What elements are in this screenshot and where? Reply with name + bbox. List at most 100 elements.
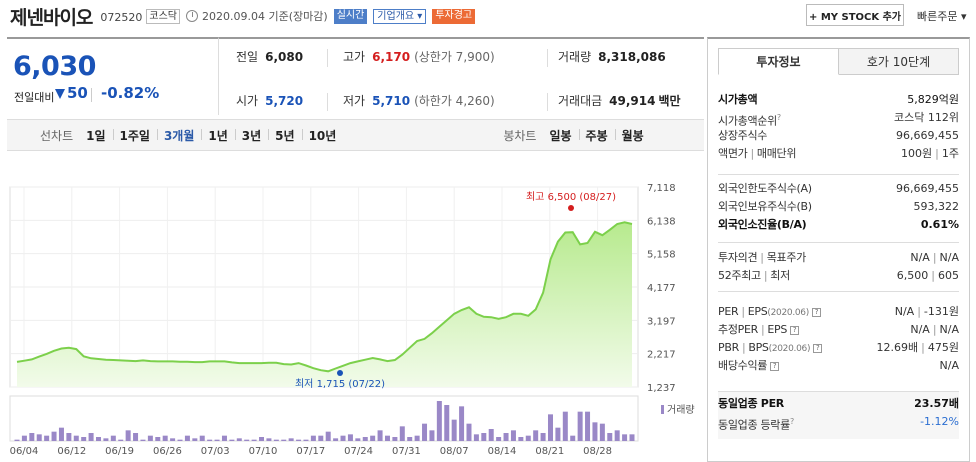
prev-day-label: 전일대비 <box>14 91 55 104</box>
volume-bar <box>229 439 235 441</box>
volume-bar <box>355 438 361 441</box>
volume-bar <box>555 427 561 441</box>
y-tick-label: 2,217 <box>647 350 676 361</box>
period-1w[interactable]: 1주일 <box>112 127 157 144</box>
volume-bar <box>547 414 553 441</box>
foreign-hold-value: 593,322 <box>913 200 960 213</box>
help-icon[interactable]: ? <box>813 343 823 353</box>
market-cap-value: 5,829억원 <box>907 93 959 106</box>
volume-bar <box>251 439 257 441</box>
pbr-bps-row: PBR | BPS(2020.06)? 12.69배 | 475원 <box>718 339 959 357</box>
volume-bar <box>473 434 479 441</box>
high-value: 6,170 <box>372 50 411 64</box>
tab-quote-10[interactable]: 호가 10단계 <box>839 48 959 75</box>
opinion-label: 투자의견 | 목표주가 <box>718 251 806 264</box>
date-text: 2020.09.04 기준(장마감) <box>202 10 328 23</box>
volume-bar <box>29 433 35 441</box>
volume-bar <box>214 439 220 441</box>
period-1y[interactable]: 1년 <box>201 127 234 144</box>
sector-section-bg <box>718 391 959 439</box>
sector-rate-value: -1.12% <box>920 415 959 428</box>
period-10y[interactable]: 10년 <box>301 127 344 144</box>
y-tick-label: 1,237 <box>647 383 676 394</box>
foreign-rate-row: 외국인소진율(B/A) 0.61% <box>718 216 959 234</box>
low-marker <box>337 370 343 376</box>
market-cap-rank-row: 시가총액순위? 코스닥 112위 <box>718 109 959 128</box>
price-chart: 7,118 6,138 5,158 4,177 3,197 2,217 1,237 최고 6,… <box>7 151 704 462</box>
volume-bar <box>562 411 568 441</box>
volume-legend-swatch <box>661 405 664 414</box>
x-tick-label: 07/03 <box>201 446 230 457</box>
low-label: 최저 1,715 (07/22) <box>295 378 385 390</box>
volume-bar <box>236 438 242 441</box>
x-tick-label: 06/12 <box>57 446 86 457</box>
period-5y[interactable]: 5년 <box>268 127 301 144</box>
divider <box>547 49 548 67</box>
volume-bar <box>303 439 309 441</box>
company-overview-button[interactable]: 기업개요 ▾ <box>373 8 427 24</box>
amount-cell: 거래대금 49,914 백만 <box>558 92 681 109</box>
low-cell: 저가 5,710 (하한가 4,260) <box>343 92 495 109</box>
x-tick-label: 08/28 <box>583 446 612 457</box>
tab-investment-info[interactable]: 투자정보 <box>718 48 839 75</box>
period-3m[interactable]: 3개월 <box>156 127 201 144</box>
volume-bar <box>273 439 279 441</box>
volume-bar <box>510 430 516 441</box>
candle-daily[interactable]: 일봉 <box>549 128 572 143</box>
amount-label: 거래대금 <box>558 94 603 108</box>
sector-rate-label: 동일업종 등락률? <box>718 417 794 432</box>
current-price: 6,030 <box>13 51 96 82</box>
sector-per-label: 동일업종 PER <box>718 397 784 410</box>
price-line <box>16 221 633 373</box>
volume-bar <box>481 433 487 441</box>
low-value: 5,710 <box>372 94 411 108</box>
est-per-eps-label: 추정PER | EPS? <box>718 321 800 339</box>
foreign-limit-value: 96,669,455 <box>896 182 959 195</box>
help-icon[interactable]: ? <box>790 325 800 335</box>
chart-period-bar: 선차트 1일 1주일 3개월 1년 3년 5년 10년 봉차트 일봉 주봉 월봉 <box>7 119 704 151</box>
volume-bar <box>73 435 79 441</box>
amount-unit: 백만 <box>658 94 681 108</box>
high-marker <box>568 205 574 212</box>
x-tick-label: 08/14 <box>488 446 517 457</box>
volume-bar <box>384 435 390 441</box>
x-tick-label: 07/24 <box>344 446 373 457</box>
volume-bar <box>622 434 628 441</box>
help-icon[interactable]: ? <box>811 307 821 317</box>
volume-bar <box>133 433 139 441</box>
face-value-value: 100원 | 1주 <box>901 147 959 160</box>
est-per-eps-row: 추정PER | EPS? N/A | N/A <box>718 321 959 339</box>
volume-bar <box>540 433 546 441</box>
quick-order-button[interactable]: 빠른주문 ▾ <box>917 8 967 24</box>
volume-bar <box>162 435 168 441</box>
period-3y[interactable]: 3년 <box>234 127 268 144</box>
sector-rate-row: 동일업종 등락률? -1.12% <box>718 413 959 432</box>
market-cap-row: 시가총액 5,829억원 <box>718 91 959 109</box>
candle-monthly[interactable]: 월봉 <box>614 127 651 144</box>
volume-bar <box>288 438 294 441</box>
realtime-badge[interactable]: 실시간 <box>333 8 368 24</box>
volume-bar <box>118 439 124 441</box>
line-chart-label: 선차트 <box>40 128 74 143</box>
divider <box>327 49 328 67</box>
change-rate: -0.82% <box>101 84 160 102</box>
face-value-label: 액면가 | 매매단위 <box>718 147 797 160</box>
help-icon[interactable]: ? <box>770 361 780 371</box>
market-badge: 코스닥 <box>146 8 181 24</box>
add-my-stock-button[interactable]: + MY STOCK 추가 <box>806 4 904 26</box>
volume-bar <box>414 435 420 441</box>
period-1d[interactable]: 1일 <box>86 128 106 143</box>
candle-chart-label: 봉차트 <box>503 128 537 143</box>
volume-bar <box>585 411 591 441</box>
week52-label: 52주최고 | 최저 <box>718 269 790 282</box>
stock-header: 제넨바이오 072520 코스닥 2020.09.04 기준(장마감) 실시간 … <box>0 0 976 32</box>
current-price-box: 6,030 전일대비 50 -0.82% <box>7 37 218 115</box>
volume-bar <box>51 431 57 441</box>
volume-value: 8,318,086 <box>598 50 666 64</box>
per-eps-value: N/A | -131원 <box>894 305 959 318</box>
high-label: 고가 <box>343 50 366 64</box>
low-label: 저가 <box>343 94 366 108</box>
candle-weekly[interactable]: 주봉 <box>578 127 615 144</box>
foreign-hold-label: 외국인보유주식수(B) <box>718 200 812 213</box>
chevron-down-icon: ▾ <box>960 10 967 23</box>
